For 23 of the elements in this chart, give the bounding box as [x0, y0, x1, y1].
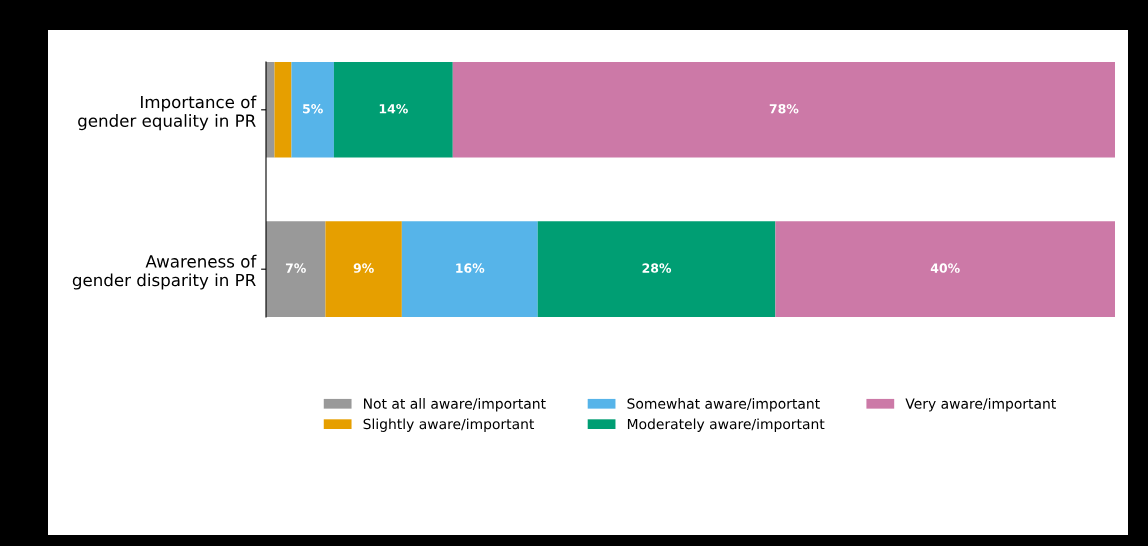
legend-label: Moderately aware/important	[627, 418, 825, 432]
legend-label: Very aware/important	[905, 398, 1056, 412]
bar	[266, 221, 326, 317]
bar	[537, 221, 776, 317]
data-label: 7%	[285, 263, 306, 273]
bar	[291, 62, 334, 158]
legend-label: Not at all aware/important	[364, 398, 546, 412]
y-tick-label: Importance of gender equality in PR	[78, 95, 257, 131]
data-label: 28%	[642, 263, 672, 273]
data-label: 40%	[930, 263, 960, 273]
y-tick-label: Awareness of gender disparity in PR	[72, 254, 257, 290]
legend-label: Somewhat aware/important	[627, 398, 820, 412]
bar	[274, 62, 292, 158]
bar	[333, 62, 453, 158]
bar	[401, 221, 538, 317]
bar	[775, 221, 1115, 317]
bar	[325, 221, 402, 317]
legend-label: Slightly aware/important	[363, 418, 535, 432]
data-label: 9%	[353, 263, 374, 273]
data-label: 78%	[769, 103, 799, 114]
data-label: 5%	[303, 103, 323, 114]
data-label: 16%	[456, 263, 485, 273]
data-label: 14%	[379, 103, 408, 114]
